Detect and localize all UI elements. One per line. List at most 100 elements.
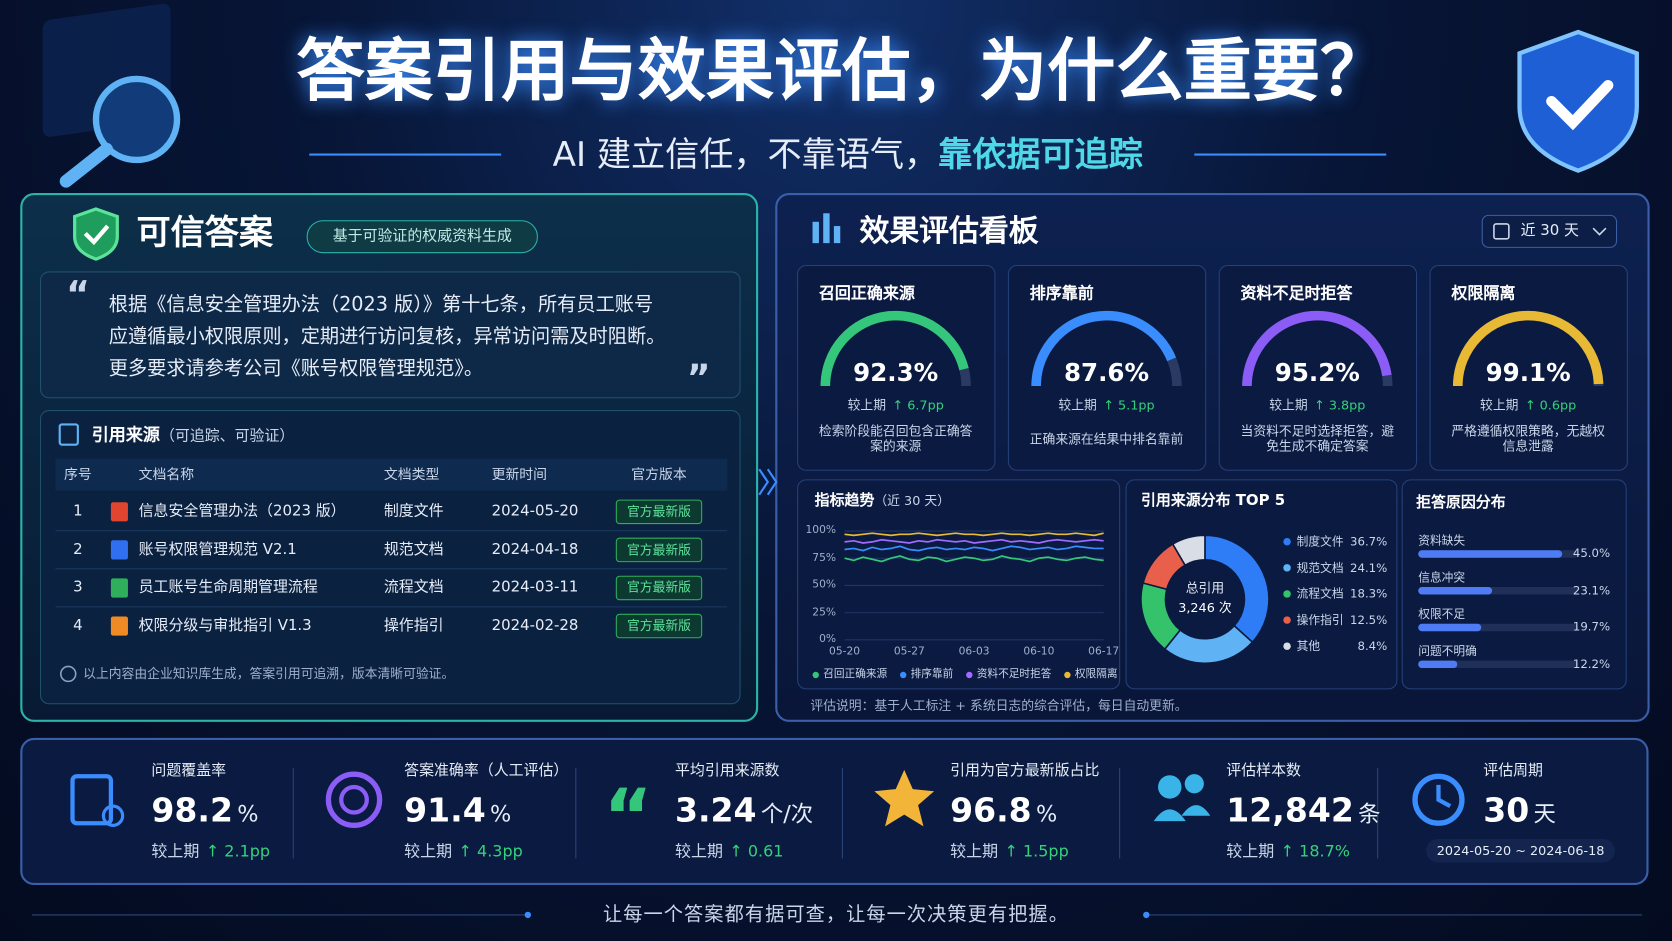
cell: 制度文件 — [383, 502, 444, 520]
compare-label: 较上期 — [1269, 397, 1308, 413]
bar-value: 19.7% — [1572, 619, 1611, 634]
legend-item: 权限隔离 — [1064, 669, 1118, 682]
legend-label: 排序靠前 — [910, 668, 954, 681]
doc-icon — [110, 540, 128, 560]
gauge-arc — [1031, 310, 1177, 387]
kpi-label: 平均引用来源数 — [674, 762, 780, 780]
legend-label: 操作指引 — [1296, 613, 1344, 627]
y-tick-label: 75% — [812, 551, 837, 564]
gauge-compare: 较上期 ↑ 3.8pp — [1269, 398, 1365, 413]
gauge-card — [1007, 264, 1207, 471]
compare-change: ↑ 18.7% — [1280, 841, 1350, 861]
quote-line: 根据《信息安全管理办法（2023 版）》第十七条，所有员工账号 — [108, 293, 654, 316]
legend-item: 召回正确来源 — [812, 669, 887, 682]
gauge-value: 99.1% — [1485, 359, 1571, 388]
doc-icon — [110, 578, 128, 598]
subtitle-highlight: 靠依据可追踪 — [938, 134, 1143, 175]
period-select[interactable]: 近 30 天 — [1520, 222, 1579, 240]
donut-title: 引用来源分布 TOP 5 — [1140, 492, 1286, 510]
compare-label: 较上期 — [1226, 841, 1275, 861]
cell: 2024-04-18 — [491, 540, 579, 558]
cell: 官方最新版 — [626, 542, 691, 558]
bar-label: 资料缺失 — [1418, 533, 1466, 548]
gauge-card — [1429, 264, 1628, 471]
compare-change: ↑ 2.1pp — [205, 841, 271, 861]
kpi-value: 3.24 个/次 — [675, 792, 813, 832]
legend-dot — [1283, 590, 1291, 598]
donut-slice — [1171, 534, 1206, 567]
gauge-card — [797, 264, 996, 471]
kpi-value: 91.4% — [404, 792, 511, 832]
gauge-title: 召回正确来源 — [818, 283, 915, 303]
legend-value: 12.5% — [1350, 613, 1388, 627]
legend-label: 资料不足时拒答 — [976, 668, 1052, 681]
kpi-label: 评估样本数 — [1226, 762, 1301, 780]
bar-value: 12.2% — [1572, 656, 1611, 671]
legend-label: 制度文件 — [1296, 534, 1344, 549]
cell: 官方最新版 — [626, 580, 691, 596]
compare-label: 较上期 — [674, 841, 723, 861]
legend-item: 资料不足时拒答 — [966, 669, 1051, 682]
compare-label: 较上期 — [151, 841, 200, 861]
kpi-number: 12,842 — [1226, 791, 1354, 831]
cell: 2024-03-11 — [491, 579, 579, 597]
cell: 官方最新版 — [626, 618, 691, 634]
trend-line — [844, 532, 1104, 537]
legend-label: 其他 — [1296, 639, 1321, 654]
x-tick-label: 05-27 — [893, 646, 925, 658]
kpi-value: 98.2% — [151, 792, 258, 832]
kpi-label: 评估周期 — [1483, 762, 1543, 780]
y-tick-label: 50% — [812, 579, 837, 591]
column-header: 更新时间 — [491, 467, 548, 484]
gauge-compare: 较上期 ↑ 6.7pp — [848, 398, 944, 413]
cell: 账号权限管理规范 V2.1 — [138, 540, 297, 558]
gauge-desc: 正确来源在结果中排名靠前 — [1029, 431, 1184, 447]
donut-center-label: 总引用 — [1185, 580, 1225, 596]
cell: 1 — [73, 502, 83, 520]
gauge-value: 92.3% — [853, 359, 939, 388]
cell: 官方最新版 — [626, 504, 691, 520]
bar-value: 45.0% — [1572, 546, 1611, 561]
compare-label: 较上期 — [847, 397, 887, 413]
legend-value: 36.7% — [1350, 534, 1388, 549]
kpi-compare: 较上期 ↑ 18.7% — [1226, 841, 1350, 860]
gauge-value: 87.6% — [1063, 359, 1150, 388]
kpi-number: 30 — [1483, 791, 1530, 831]
legend-dot — [1283, 642, 1291, 650]
refusal-title: 拒答原因分布 — [1416, 494, 1506, 512]
sources-title-text: 引用来源 — [91, 424, 160, 445]
gauge-title: 排序靠前 — [1029, 283, 1094, 303]
dashboard-note: 评估说明：基于人工标注 + 系统日志的综合评估，每日自动更新。 — [810, 698, 1188, 714]
cell: 3 — [73, 579, 83, 597]
legend-dot — [1283, 616, 1291, 624]
svg-text:”: ” — [687, 356, 711, 399]
gauge-card — [1218, 264, 1418, 471]
legend-value: 24.1% — [1350, 560, 1388, 575]
compare-label: 较上期 — [404, 841, 453, 861]
kpi-label: 答案准确率（人工评估） — [404, 762, 569, 780]
legend-dot — [1283, 537, 1291, 546]
kpi-number: 3.24 — [674, 791, 757, 831]
trend-subtitle: （近 30 天） — [874, 493, 950, 509]
column-header: 文档类型 — [383, 467, 440, 484]
trend-line — [844, 545, 1104, 552]
gauge-arc — [820, 310, 969, 387]
kpi-unit: 天 — [1533, 801, 1556, 827]
x-tick-label: 06-17 — [1088, 646, 1120, 658]
kpi-value: 96.8% — [950, 792, 1057, 832]
legend-dot — [966, 671, 973, 679]
kpi-unit: 条 — [1358, 801, 1381, 827]
y-tick-label: 0% — [819, 633, 837, 646]
compare-label: 较上期 — [950, 841, 999, 861]
cell: 流程文档 — [383, 579, 444, 597]
donut-center-value: 3,246 次 — [1178, 600, 1232, 616]
legend-value: 18.3% — [1350, 586, 1388, 601]
footer: 让每一个答案都有据可查，让每一次决策更有把握。 — [603, 903, 1069, 926]
bar — [1418, 550, 1563, 558]
version-badge — [615, 499, 703, 525]
kpi-number: 98.2 — [151, 791, 233, 831]
compare-change: ↑ 1.5pp — [1004, 841, 1069, 861]
cell: 2024-02-28 — [491, 617, 579, 635]
column-header: 序号 — [63, 467, 92, 484]
